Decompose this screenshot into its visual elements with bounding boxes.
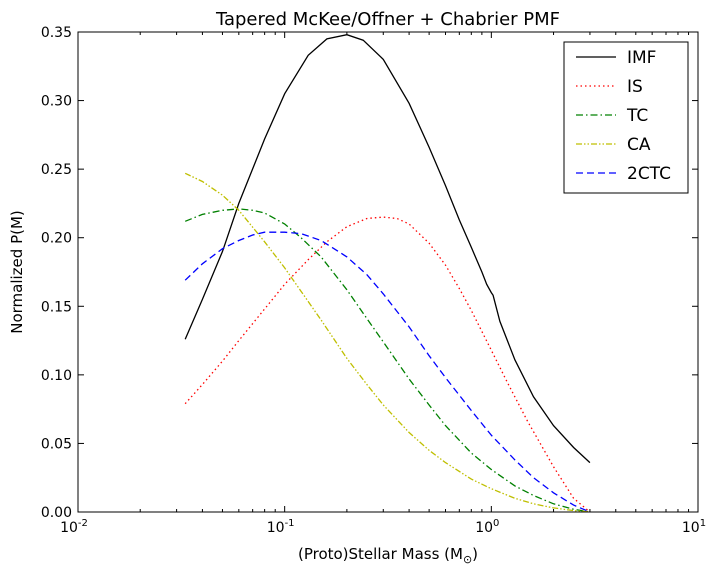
legend-label: CA [627, 135, 651, 155]
legend-label: 2CTC [627, 164, 671, 184]
legend: IMF IS TC CA 2CTC [563, 41, 689, 194]
series-line-tc [184, 208, 591, 513]
y-tick-label: 0.25 [41, 162, 72, 178]
y-axis-label: Normalized P(M) [8, 210, 26, 334]
legend-label: TC [626, 106, 648, 126]
chart-title: Tapered McKee/Offner + Chabrier PMF [215, 9, 560, 30]
x-tick-label: 10-2 [60, 518, 88, 536]
y-tick-label: 0.00 [41, 505, 72, 521]
plot-frame [77, 31, 699, 513]
y-tick-label: 0.30 [41, 94, 72, 110]
legend-label: IS [627, 77, 643, 97]
x-axis-label-suffix: ) [472, 545, 478, 563]
y-tick-label: 0.10 [41, 368, 72, 384]
series-line-ca [184, 172, 590, 513]
x-tick-label: 10-1 [267, 518, 295, 536]
axes-layer: 0.00 0.05 0.10 0.15 0.20 0.25 0.30 0.35 10-2 10-1… [41, 25, 706, 536]
y-tick-label: 0.35 [41, 25, 72, 41]
series-line-2ctc [184, 231, 591, 513]
series-layer [184, 34, 591, 513]
legend-box [563, 41, 689, 194]
x-axis-label-text: (Proto)Stellar Mass (M [298, 545, 463, 563]
sun-symbol: ⊙ [463, 553, 472, 566]
legend-label: IMF [627, 48, 656, 68]
y-tick-label: 0.20 [41, 231, 72, 247]
y-tick-label: 0.15 [41, 299, 72, 315]
x-axis-label: (Proto)Stellar Mass (M⊙) [298, 545, 478, 566]
x-tick-label: 101 [682, 518, 706, 536]
series-line-is [184, 216, 591, 513]
x-tick-label: 100 [475, 518, 499, 536]
y-tick-label: 0.05 [41, 436, 72, 452]
series-line-imf [184, 34, 591, 464]
